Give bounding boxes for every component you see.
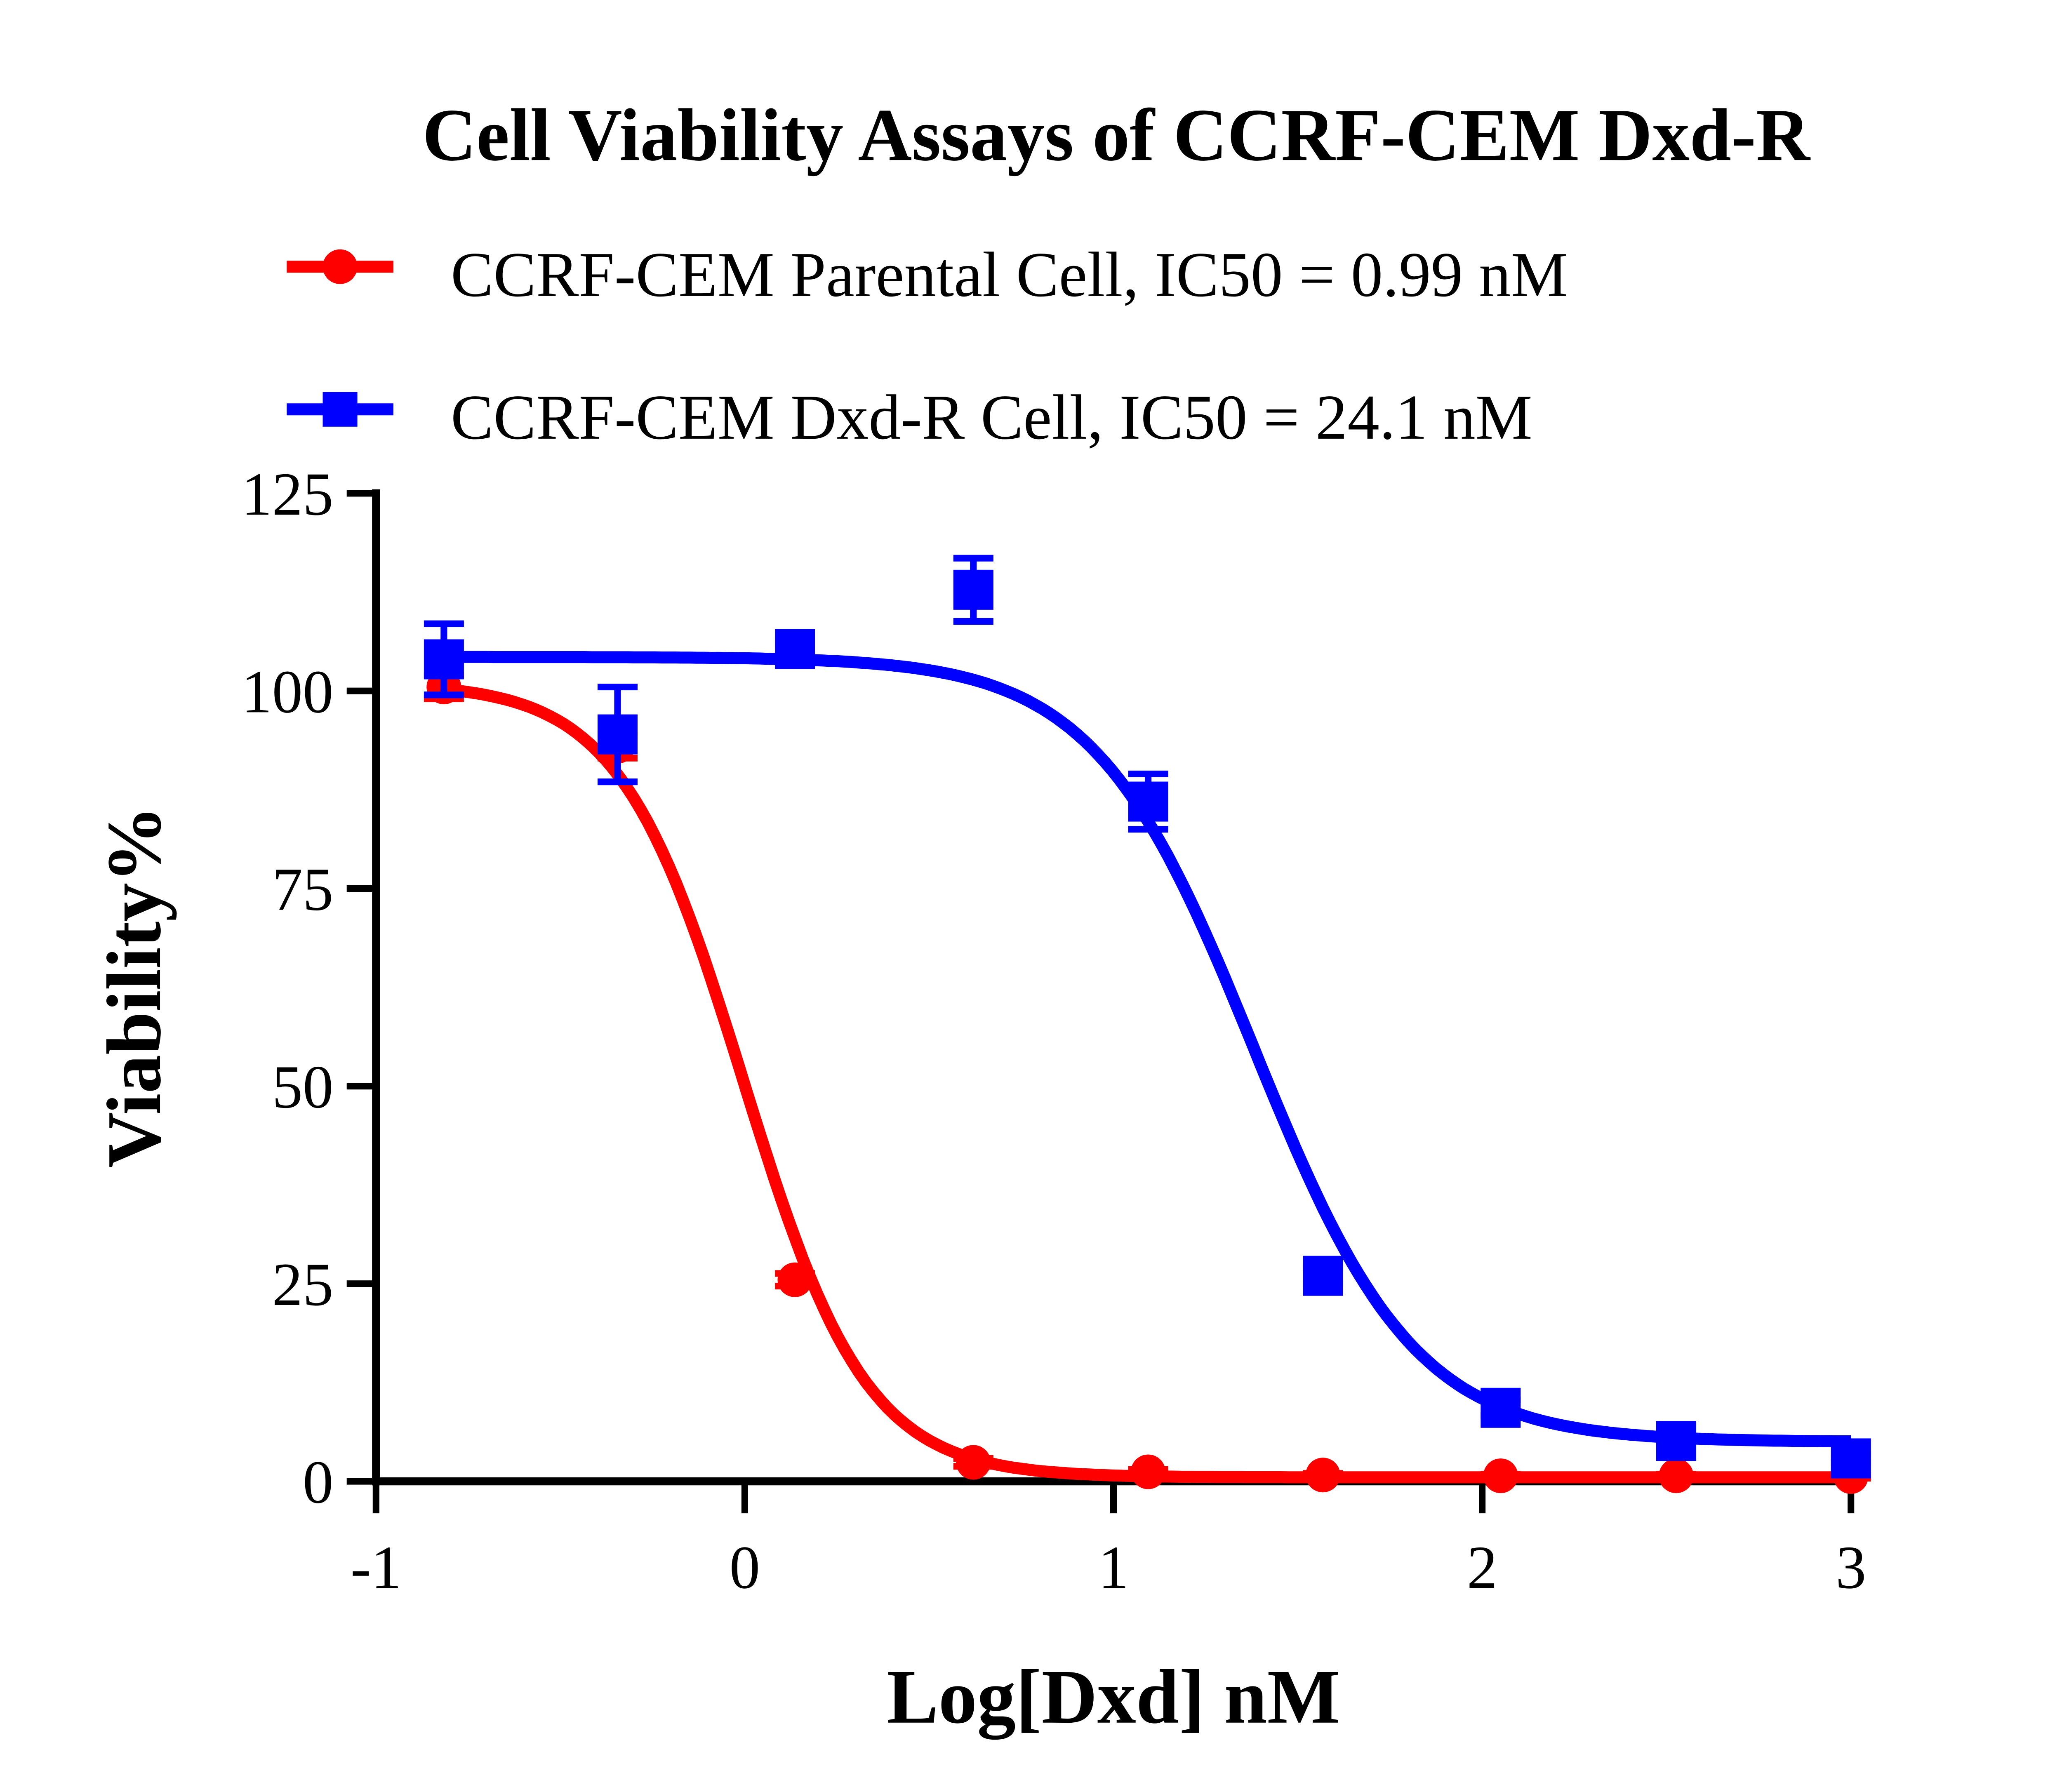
data-point-dxd-r <box>775 629 815 669</box>
legend-item-dxd-r: CCRF-CEM Dxd-R Cell, IC50 = 24.1 nM <box>287 382 1532 453</box>
legend-item-parental: CCRF-CEM Parental Cell, IC50 = 0.99 nM <box>287 239 1568 310</box>
legend: CCRF-CEM Parental Cell, IC50 = 0.99 nM C… <box>287 239 1568 453</box>
y-ticks: 0 25 50 75 100 125 <box>241 460 376 1516</box>
y-axis-label: Viability% <box>91 806 177 1168</box>
data-point-parental <box>956 1445 991 1480</box>
legend-circle-marker <box>322 249 358 284</box>
x-tick-label: 1 <box>1098 1533 1129 1602</box>
legend-label-dxd-r: CCRF-CEM Dxd-R Cell, IC50 = 24.1 nM <box>451 382 1532 453</box>
data-point-dxd-r <box>1128 781 1168 822</box>
data-point-dxd-r <box>597 714 638 755</box>
data-point-dxd-r <box>424 639 464 680</box>
data-point-parental <box>1131 1454 1166 1489</box>
axes <box>372 489 1855 1486</box>
data-point-parental <box>777 1262 812 1297</box>
data-point-parental <box>1305 1458 1340 1493</box>
data-point-parental <box>1659 1458 1694 1493</box>
data-point-parental <box>1483 1458 1518 1493</box>
data-point-dxd-r <box>1303 1256 1343 1296</box>
y-tick-label: 50 <box>272 1053 334 1121</box>
x-tick-label: 3 <box>1836 1533 1866 1602</box>
y-tick-label: 100 <box>241 658 333 726</box>
x-tick-label: 0 <box>730 1533 760 1602</box>
y-tick-label: 75 <box>272 856 334 924</box>
y-tick-label: 0 <box>303 1448 333 1516</box>
data-point-dxd-r <box>1481 1388 1521 1428</box>
legend-label-parental: CCRF-CEM Parental Cell, IC50 = 0.99 nM <box>451 239 1568 310</box>
data-point-dxd-r <box>1831 1438 1871 1479</box>
data-point-dxd-r <box>1656 1421 1696 1461</box>
x-tick-label: -1 <box>351 1533 402 1602</box>
x-axis-label: Log[Dxd] nM <box>887 1654 1340 1740</box>
y-tick-label: 125 <box>241 460 333 528</box>
x-tick-label: 2 <box>1467 1533 1497 1602</box>
legend-square-marker <box>322 392 358 427</box>
x-ticks: -1 0 1 2 3 <box>351 1481 1866 1602</box>
chart-title: Cell Viability Assays of CCRF-CEM Dxd-R <box>422 94 1811 176</box>
data-point-dxd-r <box>953 569 993 610</box>
y-tick-label: 25 <box>272 1251 334 1319</box>
data-points <box>424 555 1871 1494</box>
